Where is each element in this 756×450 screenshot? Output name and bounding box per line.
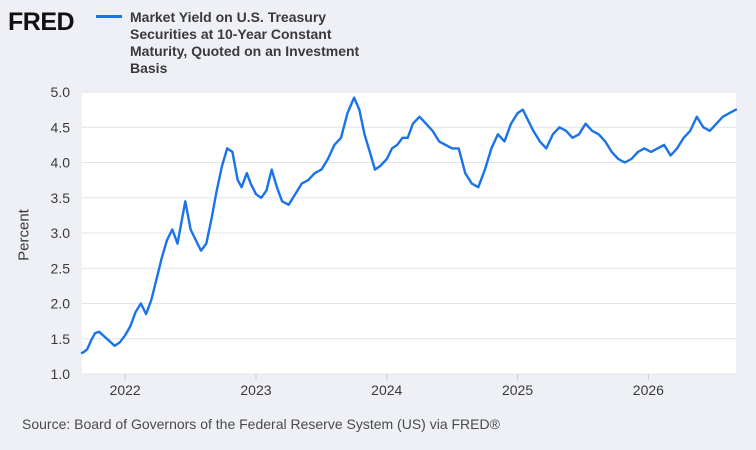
x-axis-ticks: 2022 2023 2024 2025 2026: [110, 374, 664, 398]
grid-lines: [82, 91, 736, 375]
legend-line-swatch: [96, 15, 122, 18]
source-note: Source: Board of Governors of the Federa…: [22, 416, 500, 432]
y-tick-label: 2.5: [51, 260, 71, 276]
y-tick-label: 4.5: [51, 119, 71, 135]
y-tick-label: 1.0: [51, 366, 71, 382]
x-tick-label: 2025: [502, 382, 533, 398]
x-tick-label: 2023: [240, 382, 271, 398]
y-tick-label: 3.5: [51, 190, 71, 206]
y-tick-label: 1.5: [51, 331, 71, 347]
y-axis-ticks: 1.0 1.5 2.0 2.5 3.0 3.5 4.0 4.5 5.0: [51, 84, 71, 382]
y-tick-label: 5.0: [51, 84, 71, 100]
x-tick-label: 2026: [633, 382, 664, 398]
x-tick-label: 2024: [371, 382, 402, 398]
y-tick-label: 2.0: [51, 296, 71, 312]
x-tick-label: 2022: [110, 382, 141, 398]
chart-legend: Market Yield on U.S. Treasury Securities…: [96, 9, 366, 77]
series-line: [80, 96, 738, 355]
legend-series-label: Market Yield on U.S. Treasury Securities…: [130, 9, 360, 76]
y-tick-label: 3.0: [51, 225, 71, 241]
fred-logo[interactable]: FRED: [8, 8, 75, 36]
y-tick-label: 4.0: [51, 155, 71, 171]
